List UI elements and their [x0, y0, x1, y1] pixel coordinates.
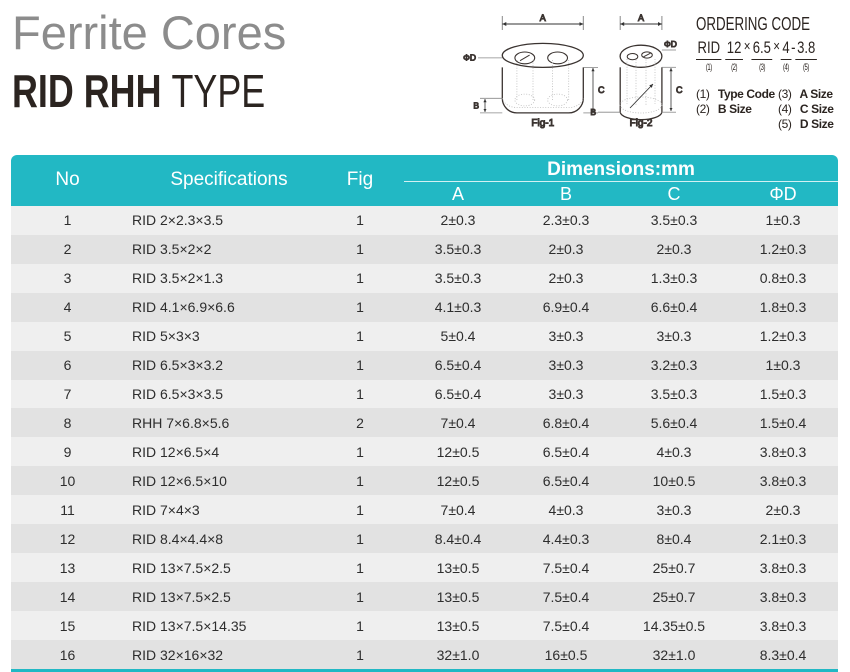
svg-text:B: B: [590, 107, 596, 117]
svg-text:ΦD: ΦD: [664, 39, 677, 49]
svg-text:Fig-2: Fig-2: [630, 118, 653, 129]
svg-text:A: A: [638, 13, 644, 23]
svg-text:C: C: [598, 85, 605, 95]
svg-text:B: B: [473, 101, 479, 111]
svg-text:A: A: [540, 13, 546, 23]
svg-text:C: C: [676, 85, 683, 95]
svg-text:Fig-1: Fig-1: [531, 118, 554, 129]
svg-text:ΦD: ΦD: [463, 53, 476, 63]
